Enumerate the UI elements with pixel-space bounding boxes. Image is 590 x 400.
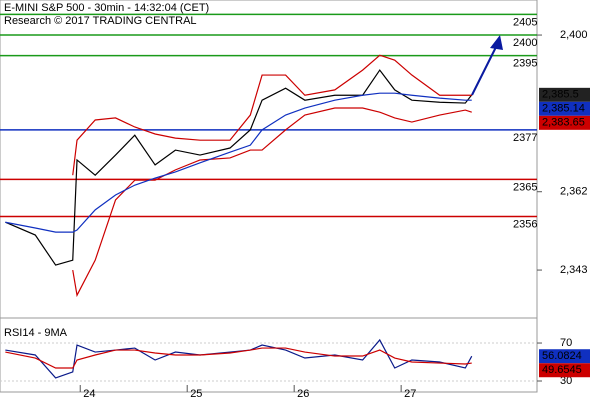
y-tick-label: 70	[560, 337, 572, 349]
y-tick-label: 2,400	[560, 29, 588, 41]
rsi-title: RSI14 - 9MA	[4, 327, 68, 339]
series-line	[72, 54, 472, 176]
x-tick-label: 27	[404, 388, 416, 400]
level-label: 2400	[513, 37, 537, 49]
level-label: 2405	[513, 16, 537, 28]
series-line	[72, 107, 472, 298]
last-value-label: 49.6545	[542, 364, 582, 376]
series-line	[5, 347, 472, 369]
last-value-label: 2,385.14	[542, 103, 585, 115]
level-label: 2356	[513, 218, 537, 230]
y-tick-label: 30	[560, 375, 572, 387]
level-label: 2377	[513, 132, 537, 144]
x-tick-label: 24	[83, 388, 95, 400]
series-line	[5, 69, 473, 266]
plot-frame	[0, 0, 538, 393]
x-tick-label: 25	[190, 388, 202, 400]
last-value-box	[539, 349, 590, 364]
y-tick-label: 2,362	[560, 186, 588, 198]
x-tick-label: 26	[297, 388, 309, 400]
last-value-box	[539, 87, 590, 102]
chart-subtitle: Research © 2017 TRADING CENTRAL	[4, 15, 197, 27]
arrow-head	[490, 35, 503, 50]
level-label: 2395	[513, 58, 537, 70]
forecast-arrow	[471, 44, 498, 96]
level-label: 2365	[513, 181, 537, 193]
last-value-box	[539, 115, 590, 130]
last-value-box	[539, 363, 590, 378]
chart-title: E-MINI S&P 500 - 30min - 14:32:04 (CET)	[4, 2, 209, 14]
series-line	[5, 92, 472, 233]
last-value-label: 2,383.65	[542, 117, 585, 129]
y-tick-label: 2,343	[560, 264, 588, 276]
last-value-box	[539, 101, 590, 116]
last-value-label: 2,385.5	[542, 89, 579, 101]
last-value-label: 56.0824	[542, 350, 582, 362]
